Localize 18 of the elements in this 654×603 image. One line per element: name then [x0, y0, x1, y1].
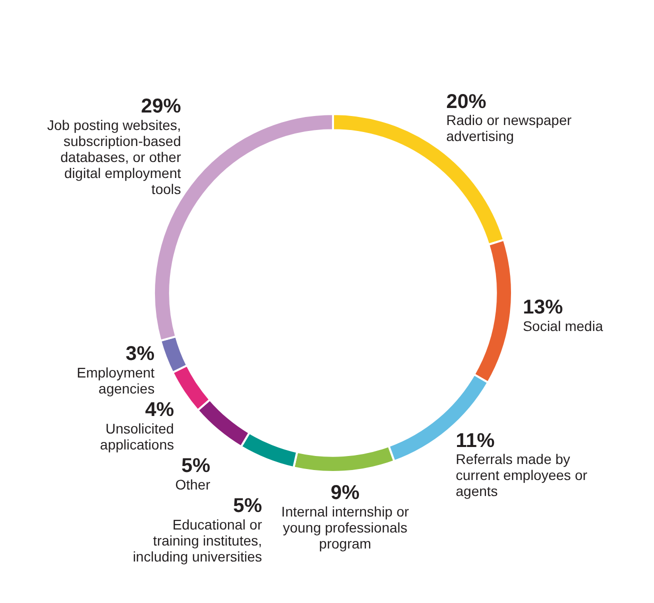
data-label: 11%	[456, 430, 495, 452]
slice-label: Radio or newspaper advertising	[446, 112, 572, 144]
data-label: 9%	[330, 482, 360, 504]
slice-label: Employment agencies	[76, 364, 155, 396]
data-label: 4%	[145, 398, 174, 421]
slice-label: Educational or training institutes, including universities	[132, 516, 262, 564]
slice-label: Referrals made by current employees or agents	[456, 451, 588, 500]
data-label: 29%	[140, 96, 182, 118]
data-label: 3%	[126, 342, 155, 365]
data-label: 5%	[181, 454, 210, 477]
data-label: 13%	[522, 296, 564, 319]
slice-label: Other	[175, 476, 211, 492]
data-label: 20%	[446, 90, 486, 113]
slice-label: Internal internship or young professionals program	[281, 503, 410, 552]
slice-label: Unsolicited applications	[100, 420, 174, 452]
data-label: 5%	[233, 494, 262, 517]
slice-label: Social media	[522, 318, 604, 334]
slice-label: Job posting websites, subscription-based databases, or other digital employment tools	[47, 116, 182, 197]
